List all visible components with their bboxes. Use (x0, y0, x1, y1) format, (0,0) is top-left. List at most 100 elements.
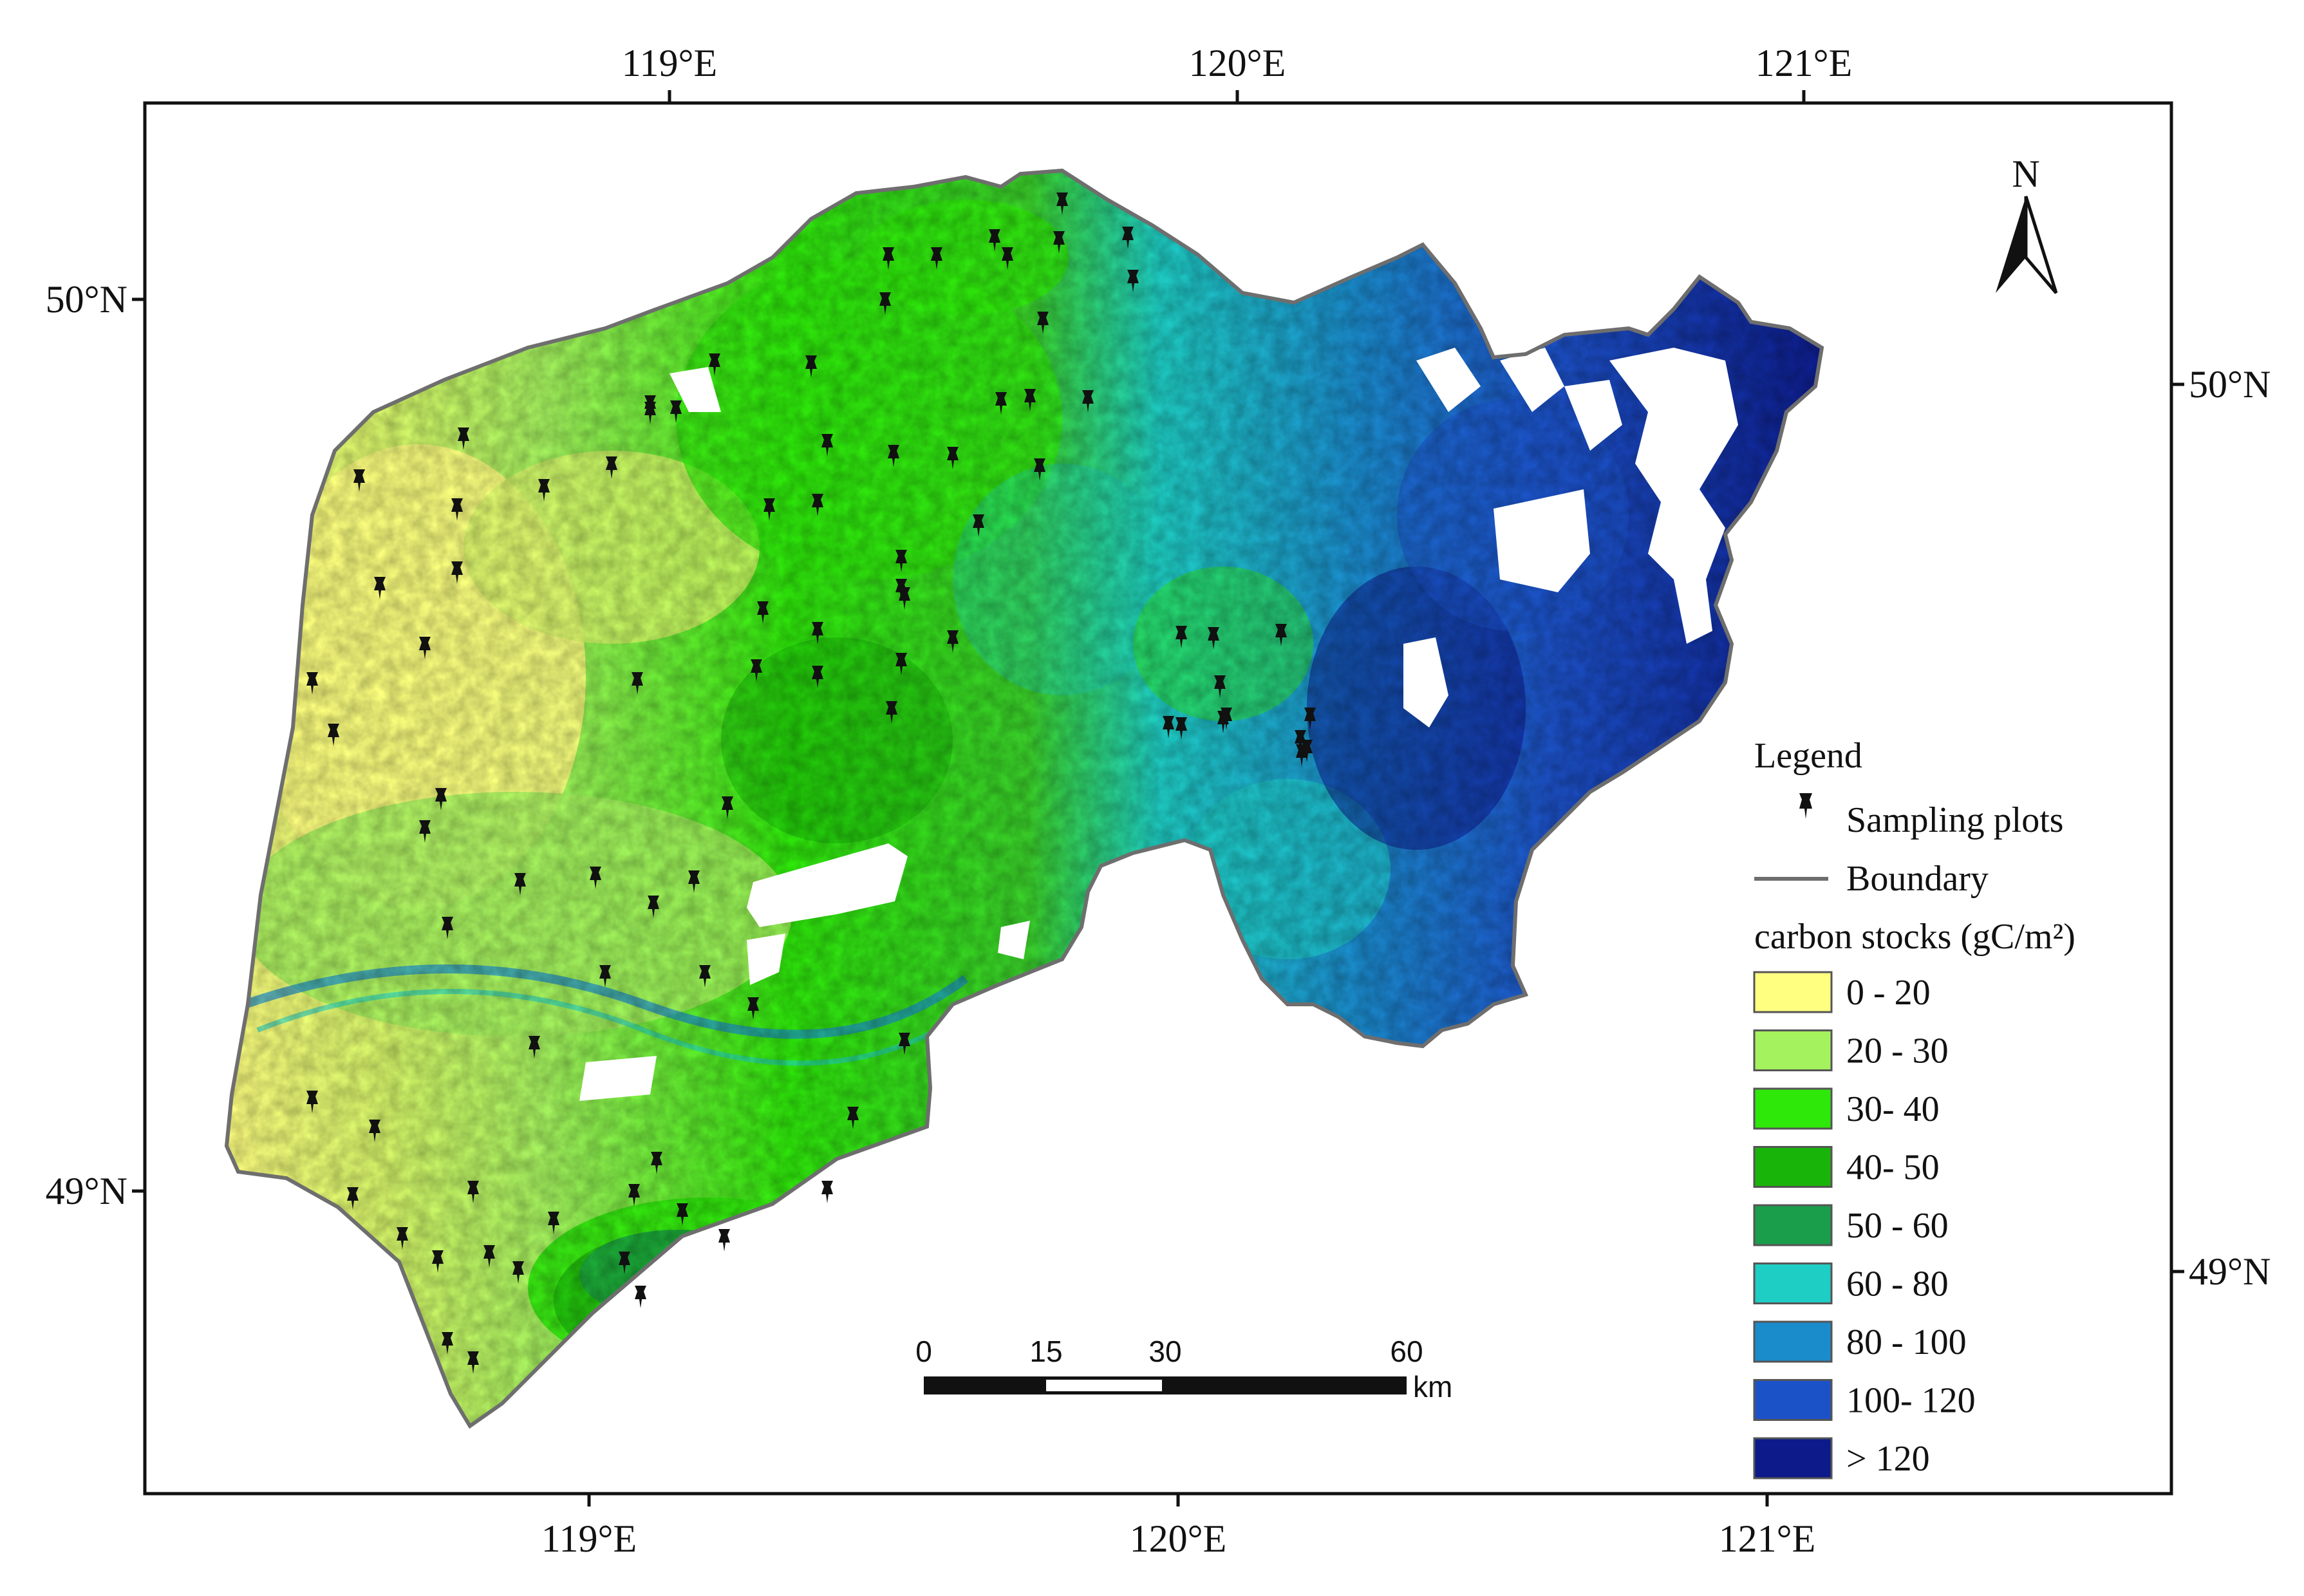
pushpin-icon (995, 392, 1007, 415)
legend-class-label: 50 - 60 (1846, 1206, 1949, 1246)
pushpin-icon (374, 577, 386, 599)
pushpin-icon (899, 1033, 910, 1055)
pushpin-icon (1175, 626, 1187, 648)
pushpin-icon (538, 479, 550, 502)
pushpin-icon (514, 873, 526, 896)
pushpin-icon (757, 601, 769, 624)
pushpin-icon (879, 292, 891, 315)
pushpin-icon (353, 469, 365, 492)
sampling-plots (306, 192, 1316, 1374)
pushpin-icon (1024, 389, 1036, 411)
pushpin-icon (397, 1227, 408, 1250)
pushpin-icon (628, 1184, 640, 1206)
pushpin-icon (328, 724, 339, 746)
legend-sampling-label: Sampling plots (1846, 800, 2064, 840)
pushpin-icon (419, 820, 431, 843)
pushpin-icon (805, 355, 817, 378)
pushpin-icon (1275, 624, 1287, 646)
pushpin-icon (895, 653, 907, 675)
study-area-boundary (224, 168, 1824, 1429)
legend-swatch (1753, 1029, 1833, 1071)
legend-boundary-label: Boundary (1846, 859, 1989, 899)
scale-label: 30 (1148, 1335, 1181, 1368)
right-lat-label: 49°N (2189, 1250, 2271, 1293)
scale-label: 60 (1390, 1335, 1423, 1368)
scale-unit: km (1413, 1370, 1452, 1404)
pushpin-icon (883, 247, 894, 270)
pushpin-icon (1214, 675, 1226, 698)
pushpin-icon (1056, 192, 1068, 215)
pushpin-icon (1037, 312, 1049, 334)
pushpin-icon (989, 229, 1000, 252)
right-latitude-labels: 50°N 49°N (2189, 363, 2271, 1293)
pushpin-icon (747, 997, 759, 1020)
top-longitude-labels: 119°E 120°E 121°E (622, 42, 1853, 84)
pushpin-icon (432, 1250, 444, 1273)
top-lon-label: 119°E (622, 42, 717, 84)
pushpin-icon (1799, 793, 1812, 819)
top-lon-label: 120°E (1189, 42, 1286, 84)
legend-classes: 0 - 20 20 - 30 30- 40 40- 50 50 - 60 60 - 80 8… (1753, 971, 1976, 1479)
bottom-lon-label: 120°E (1130, 1517, 1227, 1560)
legend-class-label: 60 - 80 (1846, 1264, 1949, 1304)
north-arrow-label: N (2012, 153, 2039, 195)
pushpin-icon (688, 870, 700, 893)
left-lat-label: 49°N (46, 1170, 127, 1212)
pushpin-icon (1127, 270, 1139, 292)
pushpin-icon (1034, 458, 1045, 481)
pushpin-icon (718, 1229, 730, 1252)
left-latitude-labels: 50°N 49°N (46, 278, 127, 1212)
pushpin-icon (699, 965, 711, 988)
pushpin-icon (1175, 717, 1187, 740)
north-arrow: N (1996, 153, 2058, 294)
pushpin-icon (648, 896, 659, 918)
right-lat-label: 50°N (2189, 363, 2271, 406)
pushpin-icon (947, 447, 959, 469)
legend-sampling-entry: Sampling plots (1799, 793, 2064, 840)
pushpin-icon (635, 1286, 646, 1308)
legend-swatch (1753, 1320, 1833, 1363)
bottom-lon-label: 121°E (1719, 1517, 1816, 1560)
legend-class-label: 100- 120 (1846, 1381, 1976, 1421)
pushpin-icon (512, 1261, 524, 1284)
pushpin-icon (451, 561, 463, 584)
pushpin-icon (1208, 627, 1219, 650)
legend-class-label: 30- 40 (1846, 1089, 1940, 1129)
pushpin-icon (451, 498, 463, 521)
pushpin-icon (812, 494, 823, 516)
graticule-ticks (132, 90, 2184, 1507)
pushpin-icon (442, 917, 453, 939)
pushpin-icon (888, 445, 899, 467)
pushpin-icon (763, 498, 775, 521)
pushpin-icon (467, 1181, 479, 1203)
pushpin-icon (1082, 390, 1094, 413)
no-data-areas (579, 348, 1738, 1101)
bottom-lon-label: 119°E (541, 1517, 637, 1560)
pushpin-icon (847, 1107, 859, 1129)
map-frame (143, 101, 2173, 1496)
north-arrow-icon (1996, 196, 2026, 293)
pushpin-icon (590, 867, 601, 889)
pushpin-icon (369, 1120, 380, 1142)
pushpin-icon (619, 1252, 630, 1274)
pushpin-icon (458, 427, 469, 450)
pushpin-icon (670, 400, 682, 423)
legend-swatch (1753, 1087, 1833, 1130)
pushpin-icon (435, 788, 447, 811)
pushpin-icon (812, 622, 823, 644)
pushpin-icon (529, 1036, 540, 1058)
legend-boundary-entry: Boundary (1754, 859, 1989, 899)
legend-swatch (1753, 971, 1833, 1013)
pushpin-icon (347, 1187, 359, 1210)
left-lat-label: 50°N (46, 278, 127, 321)
pushpin-icon (483, 1245, 495, 1268)
pushpin-icon (467, 1351, 479, 1374)
pushpin-icon (419, 637, 431, 659)
legend-title: Legend (1754, 736, 1862, 776)
pushpin-icon (606, 456, 617, 479)
scale-label: 0 (915, 1335, 932, 1368)
pushpin-icon (644, 395, 656, 418)
legend-class-label: 0 - 20 (1846, 973, 1931, 1013)
pushpin-icon (973, 514, 984, 537)
